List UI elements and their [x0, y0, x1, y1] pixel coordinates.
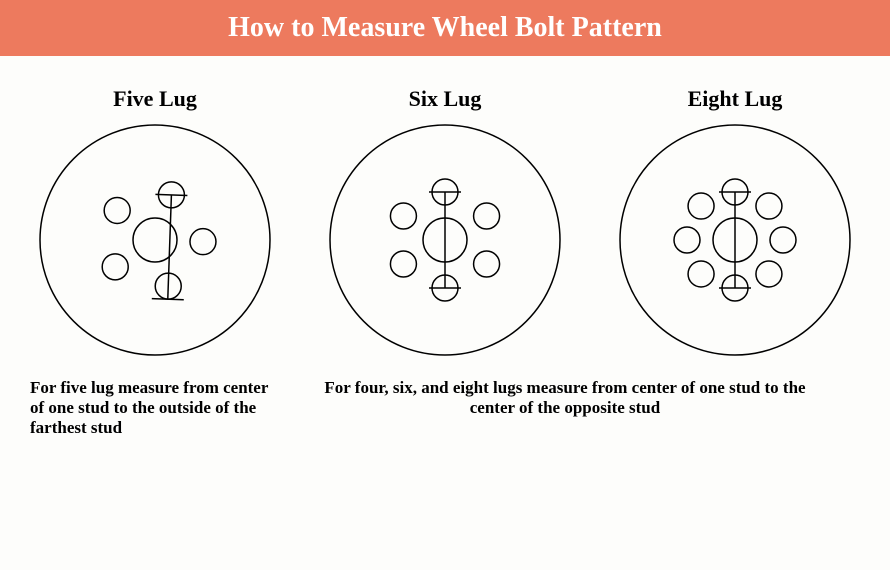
- wheel-eight-svg: [615, 120, 855, 360]
- caption-five-lug: For five lug measure from center of one …: [30, 378, 270, 438]
- header-banner: How to Measure Wheel Bolt Pattern: [0, 0, 890, 56]
- caption-row: For five lug measure from center of one …: [0, 360, 890, 438]
- diagram-six-lug: Six Lug: [300, 86, 590, 360]
- diagram-row: Five Lug Six Lug Eight Lug: [0, 56, 890, 360]
- diagram-title-eight: Eight Lug: [688, 86, 783, 112]
- caption-even-lug: For four, six, and eight lugs measure fr…: [270, 378, 860, 438]
- wheel-five-svg: [35, 120, 275, 360]
- diagram-title-five: Five Lug: [113, 86, 197, 112]
- diagram-five-lug: Five Lug: [10, 86, 300, 360]
- wheel-six-svg: [325, 120, 565, 360]
- page-title: How to Measure Wheel Bolt Pattern: [0, 12, 890, 44]
- diagram-eight-lug: Eight Lug: [590, 86, 880, 360]
- diagram-title-six: Six Lug: [409, 86, 482, 112]
